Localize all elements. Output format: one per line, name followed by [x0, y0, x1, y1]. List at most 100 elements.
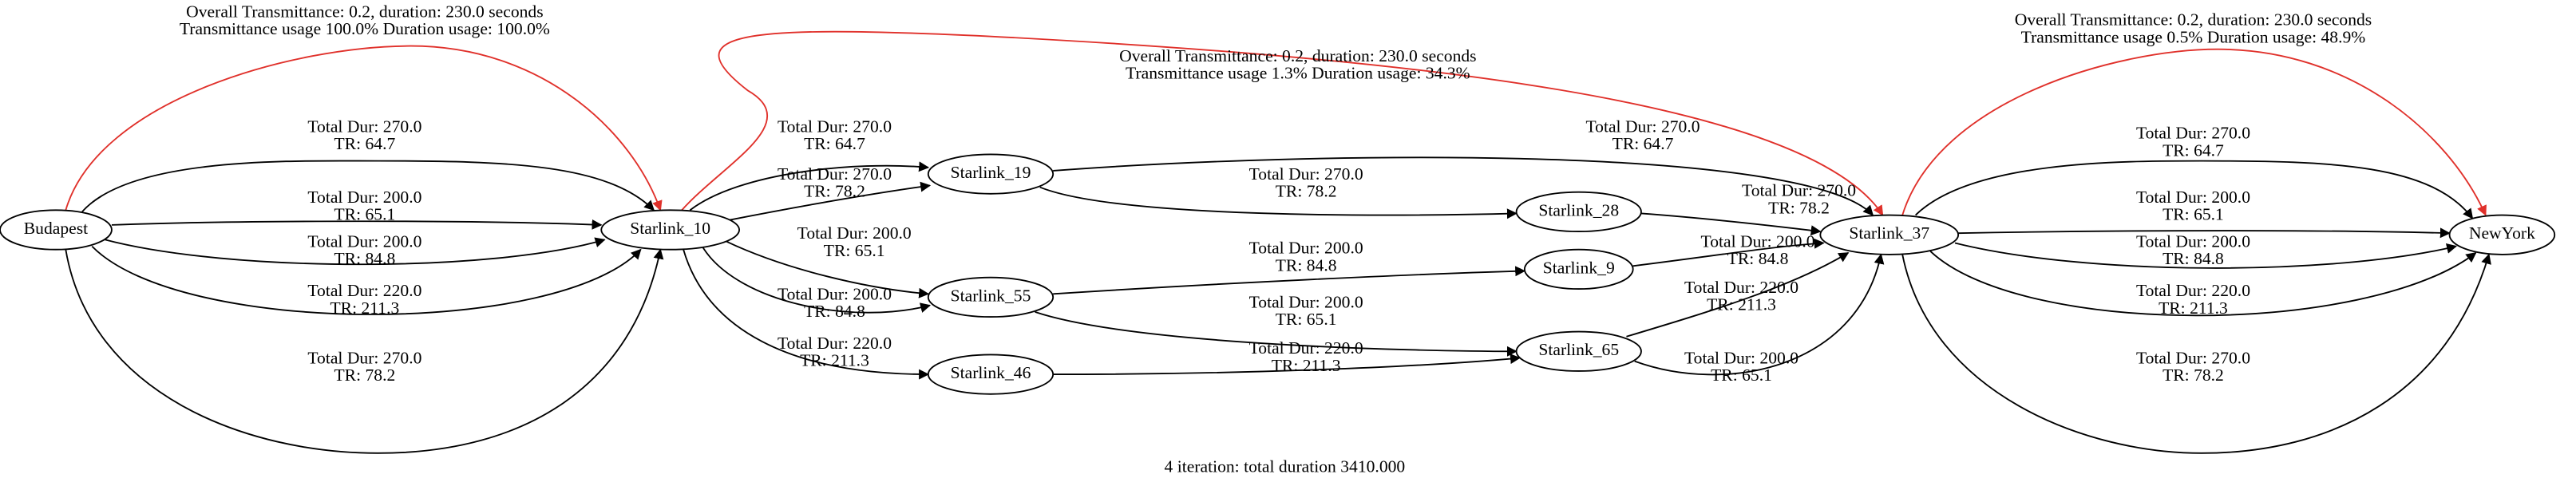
edge-label: TR: 211.3: [330, 298, 399, 318]
edge-label: Total Dur: 200.0: [1249, 239, 1363, 258]
node-label: Starlink_9: [1543, 258, 1615, 277]
edge: [1901, 48, 2487, 216]
edge-label: Total Dur: 200.0: [2136, 188, 2250, 207]
edge: [1039, 186, 1518, 219]
edge-label: TR: 211.3: [1707, 295, 1776, 314]
node-shape: [1819, 214, 1960, 255]
edge-label: Total Dur: 220.0: [1684, 278, 1798, 297]
node-shape: [927, 354, 1055, 395]
edge-label: TR: 78.2: [334, 365, 395, 385]
edge: [65, 248, 664, 454]
edge-label: Total Dur: 200.0: [778, 284, 892, 303]
edge-label: TR: 65.1: [1276, 310, 1337, 329]
edge-label: Total Dur: 270.0: [2136, 124, 2250, 143]
edge-label: Total Dur: 270.0: [778, 117, 892, 136]
edge-label: Total Dur: 200.0: [307, 231, 421, 251]
edge: [1640, 212, 1822, 236]
edge-label: Total Dur: 270.0: [2136, 349, 2250, 368]
edge: [1053, 156, 1874, 216]
edge-label: Total Dur: 220.0: [778, 334, 892, 353]
edge: [681, 30, 1884, 216]
edge: [1632, 238, 1825, 267]
edge: [105, 237, 606, 266]
edge-label: TR: 78.2: [2162, 365, 2224, 385]
node-shape: [1523, 248, 1634, 290]
edge: [1634, 253, 1885, 376]
edge-label: Total Dur: 270.0: [1249, 164, 1363, 184]
node-label: NewYork: [2469, 223, 2535, 243]
edge-label: Transmittance usage 0.5% Duration usage:…: [2021, 27, 2366, 46]
edge-label: TR: 78.2: [1276, 182, 1337, 201]
edge-label: TR: 78.2: [804, 182, 865, 201]
edge-label: Total Dur: 200.0: [1249, 293, 1363, 312]
edge-label: TR: 211.3: [1272, 356, 1341, 375]
node-label: Starlink_65: [1538, 340, 1619, 359]
edge-label: TR: 84.8: [2162, 249, 2224, 268]
node-label: Starlink_10: [630, 219, 710, 238]
edge-label: TR: 211.3: [2159, 298, 2228, 318]
edge-label: Total Dur: 270.0: [778, 164, 892, 184]
edge-label: Overall Transmittance: 0.2, duration: 23…: [186, 2, 543, 21]
node-shape: [0, 209, 113, 251]
edge-label: TR: 84.8: [804, 302, 865, 321]
edge: [1915, 160, 2474, 219]
edge-label: Total Dur: 270.0: [307, 349, 421, 368]
edge: [91, 245, 642, 315]
edge-label: Total Dur: 270.0: [307, 117, 421, 136]
edge-label: Total Dur: 200.0: [1684, 349, 1798, 368]
edge-label: Total Dur: 220.0: [1249, 338, 1363, 358]
node-shape: [600, 209, 741, 251]
edge-label: TR: 64.7: [334, 134, 395, 153]
edge: [1053, 354, 1521, 376]
edge-label: TR: 84.8: [1727, 249, 1789, 268]
node-shape: [2448, 214, 2556, 255]
edge: [1929, 251, 2477, 317]
node-label: Budapest: [24, 219, 88, 238]
edge: [726, 240, 930, 298]
footer: 4 iteration: total duration 3410.000: [1165, 456, 1406, 476]
edge-label: Overall Transmittance: 0.2, duration: 23…: [1119, 46, 1476, 65]
edge-label: TR: 84.8: [334, 249, 395, 268]
edge-label: TR: 84.8: [1276, 255, 1337, 275]
edge-label: Total Dur: 270.0: [1586, 117, 1700, 136]
edge: [1901, 253, 2491, 454]
edge: [702, 247, 932, 314]
edge-label: TR: 65.1: [1711, 365, 1772, 385]
edge: [111, 219, 603, 230]
node-shape: [927, 153, 1055, 195]
edge-label: Total Dur: 200.0: [797, 223, 912, 243]
edge-label: Total Dur: 270.0: [1742, 181, 1856, 200]
edge: [689, 161, 930, 211]
node-label: Starlink_28: [1538, 200, 1619, 219]
edge-label: Total Dur: 220.0: [2136, 281, 2250, 300]
edge: [1053, 266, 1526, 295]
node-label: Starlink_55: [951, 286, 1031, 305]
edge: [729, 181, 932, 221]
node-shape: [1515, 330, 1642, 372]
edge: [81, 160, 655, 213]
edge: [1958, 227, 2451, 239]
edge-label: Total Dur: 200.0: [307, 188, 421, 207]
node-label: Starlink_37: [1849, 223, 1929, 243]
node-shape: [927, 276, 1055, 318]
edge-label: TR: 65.1: [2162, 205, 2224, 224]
edge-label: TR: 211.3: [800, 351, 869, 370]
edge-label: Total Dur: 200.0: [2136, 231, 2250, 251]
edge-label: TR: 64.7: [804, 134, 865, 153]
edge: [65, 45, 663, 211]
edge-label: TR: 65.1: [334, 205, 395, 224]
edge: [683, 249, 930, 380]
edge-label: TR: 78.2: [1768, 198, 1830, 217]
edge-label: Overall Transmittance: 0.2, duration: 23…: [2015, 10, 2372, 30]
edge-label: Total Dur: 200.0: [1701, 231, 1815, 251]
edge: [1626, 252, 1850, 338]
edge-label: TR: 64.7: [2162, 140, 2224, 160]
node-label: Starlink_19: [951, 163, 1031, 182]
edge-label: Total Dur: 220.0: [307, 281, 421, 300]
edge-label: Transmittance usage 100.0% Duration usag…: [180, 19, 550, 38]
node-shape: [1515, 191, 1642, 233]
edge-label: TR: 64.7: [1612, 134, 1674, 153]
node-label: Starlink_46: [951, 363, 1031, 382]
